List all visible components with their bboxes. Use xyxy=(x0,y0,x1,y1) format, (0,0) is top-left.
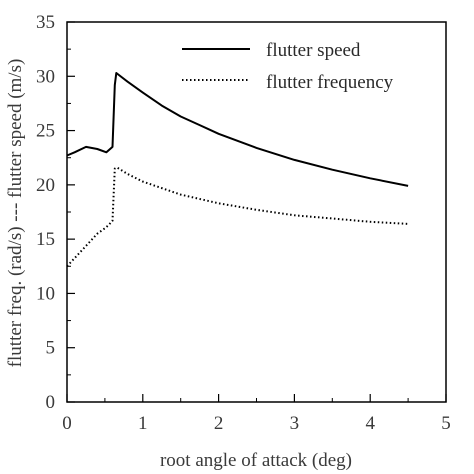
series-layer xyxy=(66,72,409,267)
legend-label-flutter-speed: flutter speed xyxy=(266,40,361,61)
y-tick-label: 20 xyxy=(36,175,55,196)
x-tick-label: 3 xyxy=(290,413,300,434)
y-tick-label: 15 xyxy=(36,229,55,250)
y-tick-label: 35 xyxy=(36,12,55,33)
y-tick-label: 30 xyxy=(36,66,55,87)
x-tick-label: 5 xyxy=(441,413,451,434)
x-axis-title: root angle of attack (deg) xyxy=(160,450,352,471)
x-tick-label: 0 xyxy=(62,413,72,434)
plot-area: 0 1 2 3 4 5 0 5 10 15 20 25 30 35 xyxy=(36,12,451,434)
legend-label-flutter-frequency: flutter frequency xyxy=(266,72,394,93)
x-tick-label: 2 xyxy=(214,413,224,434)
x-tick-label: 1 xyxy=(138,413,148,434)
y-tick-label: 5 xyxy=(46,338,56,359)
y-tick-label: 10 xyxy=(36,283,55,304)
series-line-flutter-frequency xyxy=(66,166,409,267)
x-tick-label: 4 xyxy=(365,413,375,434)
legend: flutter speed flutter frequency xyxy=(182,40,394,93)
y-tick-label: 0 xyxy=(46,392,56,413)
y-tick-label: 25 xyxy=(36,121,55,142)
series-line-flutter-speed xyxy=(66,72,409,187)
y-axis-title: flutter freq. (rad/s) --- flutter speed … xyxy=(5,59,26,368)
